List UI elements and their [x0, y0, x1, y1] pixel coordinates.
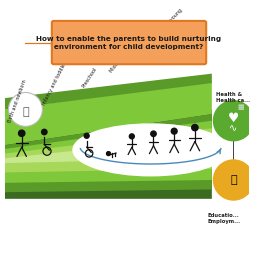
Text: ♥: ♥	[228, 112, 239, 125]
Text: ▦: ▦	[238, 105, 244, 110]
Circle shape	[213, 100, 254, 141]
Polygon shape	[5, 109, 212, 199]
Text: Birth and newborn: Birth and newborn	[7, 78, 28, 123]
Text: Preschool: Preschool	[81, 66, 98, 89]
Circle shape	[213, 159, 254, 201]
Circle shape	[192, 125, 198, 131]
Circle shape	[84, 133, 89, 138]
Text: ⛪: ⛪	[22, 107, 29, 117]
Circle shape	[171, 128, 177, 134]
Polygon shape	[5, 81, 212, 145]
Text: How to enable the parents to build nurturing
environment for child development?: How to enable the parents to build nurtu…	[36, 36, 222, 50]
Text: Health &
Health ca...: Health & Health ca...	[216, 93, 250, 103]
Polygon shape	[5, 128, 212, 172]
Circle shape	[42, 129, 47, 135]
Text: Middle childhood: Middle childhood	[108, 38, 138, 74]
Polygon shape	[5, 136, 212, 163]
Polygon shape	[5, 74, 212, 109]
Circle shape	[9, 93, 42, 126]
Text: 🎓: 🎓	[230, 175, 237, 185]
Text: Educatio...
Employm...: Educatio... Employm...	[207, 213, 240, 224]
Polygon shape	[5, 114, 212, 192]
Circle shape	[18, 130, 25, 136]
Circle shape	[129, 134, 134, 139]
Text: ∿: ∿	[229, 123, 238, 133]
Circle shape	[151, 131, 156, 136]
Text: Infancy and toddlerhood: Infancy and toddlerhood	[42, 50, 74, 106]
Text: Adolescence and young
adulthood: Adolescence and young adulthood	[139, 8, 187, 57]
Polygon shape	[5, 121, 212, 183]
Ellipse shape	[73, 124, 228, 176]
Circle shape	[107, 152, 110, 155]
FancyBboxPatch shape	[52, 21, 206, 64]
